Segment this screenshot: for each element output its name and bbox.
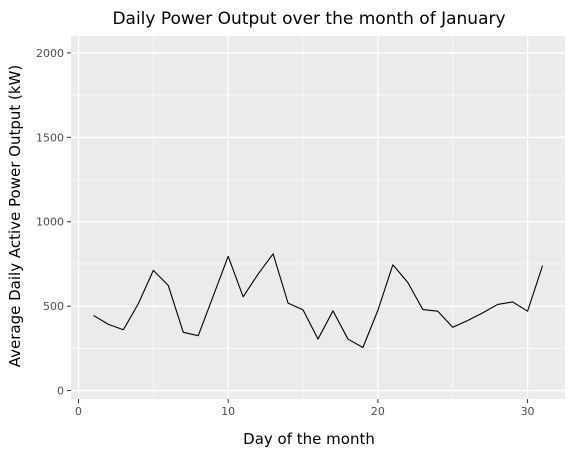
y-tick-label: 1500 [36,131,64,144]
series-line [93,253,544,349]
minor-gridlines [71,36,565,399]
x-tick-label: 0 [75,405,82,418]
x-tick-label: 10 [221,405,235,418]
y-tick-label: 2000 [36,47,64,60]
x-axis-title: Day of the month [243,430,375,448]
x-tick-label: 30 [521,405,535,418]
plot-panel [71,36,565,399]
y-tick-label: 0 [57,385,64,398]
x-tick-label: 20 [371,405,385,418]
y-tick-label: 1000 [36,216,64,229]
y-axis-ticks: 0 500 1000 1500 2000 [36,47,71,398]
y-tick-label: 500 [43,300,64,313]
x-axis-ticks: 0 10 20 30 [75,399,535,418]
chart-title: Daily Power Output over the month of Jan… [112,9,505,29]
data-lines [93,253,544,349]
major-gridlines [71,36,565,399]
y-axis-title: Average Daily Active Power Output (kW) [6,65,24,367]
